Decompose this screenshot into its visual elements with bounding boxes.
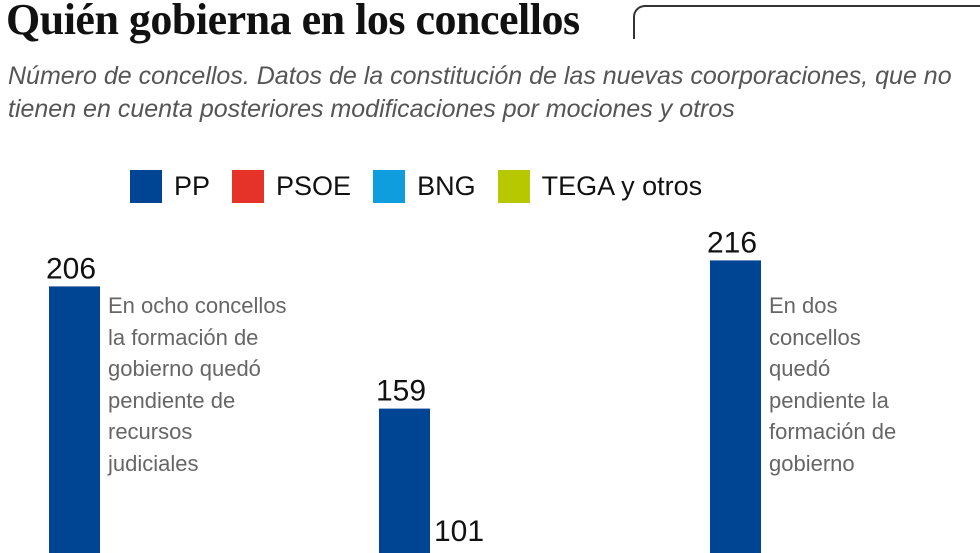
legend-label-pp: PP bbox=[174, 171, 211, 201]
data-label-pp-1: 159 bbox=[376, 375, 426, 408]
legend-swatch-pp bbox=[130, 170, 162, 203]
legend-label-tega: TEGA y otros bbox=[541, 171, 703, 201]
annotation-note-1: En ocho concellos la formación de gobier… bbox=[108, 293, 287, 476]
annotation-note-2: En dos concellos quedó pendiente la form… bbox=[769, 293, 897, 476]
chart-subtitle: Número de concellos. Datos de la constit… bbox=[8, 62, 952, 123]
legend-item-tega: TEGA y otros bbox=[497, 170, 703, 203]
bar-pp-1 bbox=[379, 408, 430, 553]
bar-pp-2 bbox=[710, 260, 761, 553]
bar-pp-0 bbox=[49, 286, 100, 553]
chart-title: Quién gobierna en los concellos bbox=[6, 0, 580, 44]
legend-swatch-psoe bbox=[232, 170, 265, 203]
data-label-pp-2: 216 bbox=[707, 226, 757, 259]
data-label-psoe-1: 101 bbox=[434, 515, 484, 548]
legend-label-bng: BNG bbox=[417, 171, 476, 201]
legend-label-psoe: PSOE bbox=[276, 171, 352, 201]
legend-swatch-tega bbox=[497, 170, 530, 203]
legend-item-pp: PP bbox=[130, 170, 210, 203]
data-label-pp-0: 206 bbox=[46, 252, 96, 285]
legend: PP PSOE BNG TEGA y otros bbox=[130, 170, 724, 203]
title-rule bbox=[633, 5, 980, 39]
legend-swatch-bng bbox=[373, 170, 406, 203]
legend-item-psoe: PSOE bbox=[232, 170, 351, 203]
legend-item-bng: BNG bbox=[373, 170, 476, 203]
